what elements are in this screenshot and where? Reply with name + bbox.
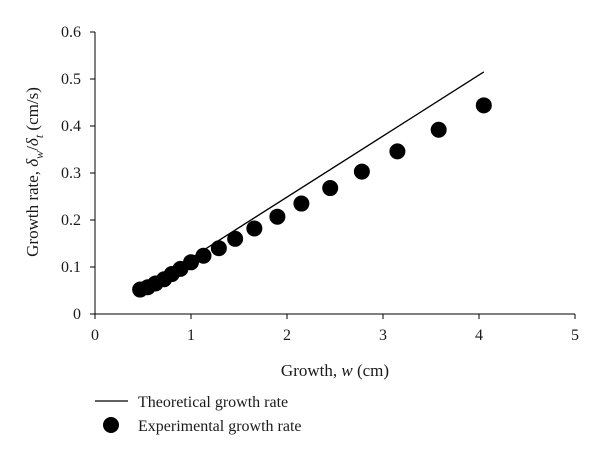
y-axis-label-den: δ [23,137,42,146]
x-tick-label: 5 [571,327,579,344]
x-tick-label: 3 [379,327,387,344]
experimental-data-point [353,163,370,180]
experimental-data-point [430,121,447,138]
y-axis-label-sep: / [23,146,42,151]
legend-label-experimental: Experimental growth rate [138,418,302,435]
x-axis-label: Growth, w (cm) [281,361,389,380]
experimental-data-point [293,195,310,212]
experimental-data-point [389,143,406,160]
experimental-data-point [210,240,227,257]
experimental-data-point [227,230,244,247]
y-tick-label: 0.5 [61,71,81,88]
x-axis-label-unit: (cm) [353,361,389,380]
y-axis-label-num-sub: w [32,151,46,159]
tick-labels: 0 1 2 3 4 5 0 0.1 0.2 0.3 0.4 0.5 0.6 [61,24,579,344]
y-axis-label-den-sub: t [32,134,46,138]
y-axis-label-unit: (cm/s) [23,87,42,135]
y-tick-label: 0 [73,306,81,323]
y-axis-label: Growth rate, δw/δt (cm/s) [23,87,46,257]
experimental-data-point [322,180,339,197]
y-tick-label: 0.1 [61,259,81,276]
legend-label-theoretical: Theoretical growth rate [138,394,288,411]
experimental-data-point [246,220,263,237]
series-layer [132,71,492,298]
experimental-data-point [195,247,212,264]
axes [90,31,576,319]
y-axis-label-num: δ [23,158,42,167]
y-tick-label: 0.2 [61,212,81,229]
experimental-data-point [183,254,199,271]
x-tick-label: 0 [91,327,99,344]
y-tick-label: 0.4 [61,118,81,135]
x-axis-label-var: w [341,361,353,380]
legend: Theoretical growth rate Experimental gro… [95,394,302,435]
x-tick-label: 1 [187,327,195,344]
y-tick-label: 0.6 [61,24,81,41]
experimental-data-point [269,208,286,225]
x-tick-label: 4 [475,327,483,344]
legend-dot-marker [103,417,119,433]
x-axis-label-text: Growth, [281,361,341,380]
experimental-data-point [475,97,492,114]
y-tick-label: 0.3 [61,165,81,182]
x-tick-label: 2 [283,327,291,344]
y-axis-label-text: Growth rate, [23,167,42,257]
